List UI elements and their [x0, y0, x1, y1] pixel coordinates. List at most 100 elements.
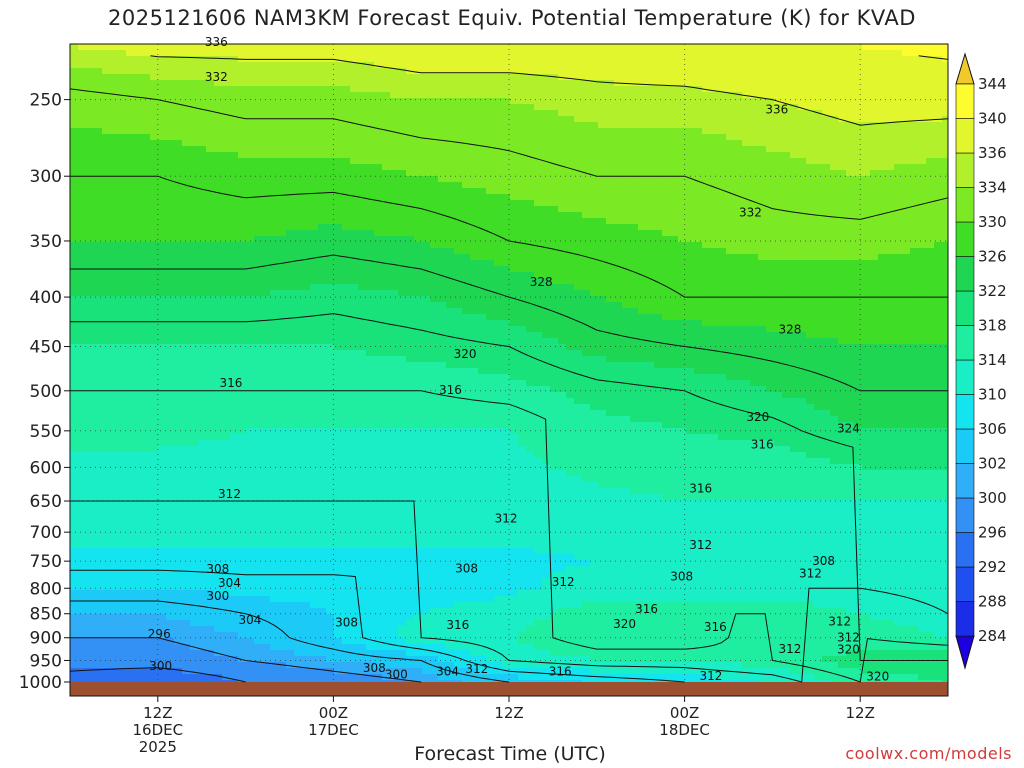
- heatmap-cell: [854, 188, 863, 195]
- heatmap-cell: [630, 68, 639, 75]
- heatmap-cell: [582, 212, 591, 219]
- heatmap-cell: [830, 260, 839, 267]
- heatmap-cell: [470, 260, 479, 267]
- heatmap-cell: [478, 194, 487, 201]
- heatmap-cell: [654, 266, 663, 273]
- heatmap-cell: [350, 278, 359, 285]
- heatmap-cell: [334, 284, 343, 291]
- heatmap-cell: [366, 242, 375, 249]
- heatmap-cell: [382, 284, 391, 291]
- heatmap-cell: [102, 278, 111, 285]
- heatmap-cell: [870, 284, 879, 291]
- heatmap-cell: [854, 86, 863, 93]
- heatmap-cell: [806, 308, 815, 315]
- heatmap-cell: [118, 116, 127, 123]
- heatmap-cell: [238, 170, 247, 177]
- heatmap-cell: [942, 200, 949, 207]
- heatmap-cell: [94, 128, 103, 135]
- heatmap-cell: [750, 176, 759, 183]
- heatmap-cell: [150, 98, 159, 105]
- heatmap-cell: [494, 200, 503, 207]
- heatmap-cell: [206, 176, 215, 183]
- heatmap-cell: [518, 56, 527, 63]
- heatmap-cell: [478, 254, 487, 261]
- heatmap-cell: [366, 50, 375, 57]
- heatmap-cell: [566, 254, 575, 261]
- heatmap-cell: [638, 254, 647, 261]
- heatmap-cell: [782, 206, 791, 213]
- heatmap-cell: [350, 224, 359, 231]
- heatmap-cell: [894, 62, 903, 69]
- heatmap-cell: [230, 254, 239, 261]
- heatmap-cell: [702, 62, 711, 69]
- heatmap-cell: [614, 236, 623, 243]
- heatmap-cell: [222, 122, 231, 129]
- heatmap-cell: [862, 182, 871, 189]
- heatmap-cell: [142, 74, 151, 81]
- heatmap-cell: [782, 290, 791, 297]
- heatmap-cell: [230, 146, 239, 153]
- heatmap-cell: [222, 284, 231, 291]
- heatmap-cell: [798, 218, 807, 225]
- heatmap-cell: [614, 224, 623, 231]
- heatmap-cell: [678, 236, 687, 243]
- heatmap-cell: [886, 224, 895, 231]
- heatmap-cell: [198, 314, 207, 321]
- heatmap-cell: [926, 152, 935, 159]
- heatmap-cell: [270, 158, 279, 165]
- heatmap-cell: [550, 254, 559, 261]
- heatmap-cell: [254, 224, 263, 231]
- heatmap-cell: [678, 218, 687, 225]
- heatmap-cell: [758, 284, 767, 291]
- heatmap-cell: [502, 278, 511, 285]
- heatmap-cell: [702, 158, 711, 165]
- heatmap-cell: [854, 134, 863, 141]
- heatmap-cell: [470, 188, 479, 195]
- heatmap-cell: [718, 80, 727, 87]
- heatmap-cell: [942, 104, 949, 111]
- heatmap-cell: [286, 44, 295, 51]
- heatmap-cell: [926, 92, 935, 99]
- heatmap-cell: [822, 200, 831, 207]
- heatmap-cell: [286, 182, 295, 189]
- heatmap-cell: [118, 272, 127, 279]
- heatmap-cell: [494, 152, 503, 159]
- heatmap-cell: [510, 44, 519, 51]
- heatmap-cell: [558, 68, 567, 75]
- heatmap-cell: [246, 68, 255, 75]
- heatmap-cell: [382, 122, 391, 129]
- heatmap-cell: [414, 56, 423, 63]
- heatmap-cell: [318, 236, 327, 243]
- heatmap-cell: [302, 182, 311, 189]
- heatmap-cell: [662, 134, 671, 141]
- heatmap-cell: [342, 278, 351, 285]
- heatmap-cell: [174, 236, 183, 243]
- heatmap-cell: [654, 260, 663, 267]
- heatmap-cell: [926, 302, 935, 309]
- heatmap-cell: [854, 224, 863, 231]
- heatmap-cell: [214, 224, 223, 231]
- heatmap-cell: [582, 74, 591, 81]
- heatmap-cell: [566, 230, 575, 237]
- heatmap-cell: [662, 218, 671, 225]
- heatmap-cell: [278, 314, 287, 321]
- heatmap-cell: [710, 62, 719, 69]
- heatmap-cell: [166, 212, 175, 219]
- heatmap-cell: [606, 116, 615, 123]
- heatmap-cell: [390, 230, 399, 237]
- heatmap-cell: [798, 266, 807, 273]
- heatmap-cell: [646, 176, 655, 183]
- heatmap-cell: [470, 116, 479, 123]
- heatmap-cell: [526, 206, 535, 213]
- heatmap-cell: [382, 224, 391, 231]
- heatmap-cell: [870, 302, 879, 309]
- heatmap-cell: [934, 236, 943, 243]
- heatmap-cell: [70, 194, 79, 201]
- heatmap-cell: [214, 56, 223, 63]
- heatmap-cell: [782, 140, 791, 147]
- heatmap-cell: [206, 74, 215, 81]
- heatmap-cell: [582, 98, 591, 105]
- heatmap-cell: [886, 212, 895, 219]
- heatmap-cell: [430, 50, 439, 57]
- heatmap-cell: [94, 218, 103, 225]
